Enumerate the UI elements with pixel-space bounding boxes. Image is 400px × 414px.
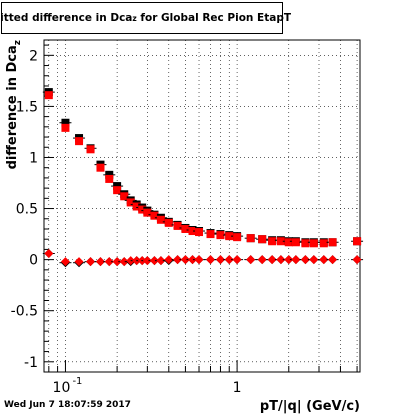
diamond-point-ref: [142, 256, 152, 266]
square-point-ref: [75, 137, 84, 146]
square-point-ref: [61, 123, 70, 132]
diamond-point-ref: [276, 255, 286, 265]
axis-ticks: [44, 44, 358, 373]
square-point-ref: [258, 235, 267, 244]
diamond-point-ref: [194, 255, 204, 265]
square-point-ref: [225, 232, 234, 241]
diamond-point-ref: [104, 257, 114, 267]
x-tick-label: 10: [53, 380, 71, 396]
grid: [44, 40, 360, 372]
diamond-point-ref: [309, 255, 319, 265]
square-point-ref: [206, 230, 215, 239]
y-axis-label: difference in Dcaz: [5, 40, 23, 169]
diamond-point-ref: [44, 249, 54, 259]
diamond-point-ref: [188, 255, 198, 265]
diamond-point-ref: [60, 257, 70, 267]
diamond-point-ref: [352, 255, 362, 265]
diamond-point-ref: [328, 255, 338, 265]
square-point-ref: [268, 237, 277, 246]
diamond-point-ref: [319, 255, 329, 265]
diamond-point-ref: [246, 255, 256, 265]
plot-frame: [43, 39, 361, 373]
diamond-point-ref: [224, 255, 234, 265]
square-point-ref: [353, 237, 362, 246]
square-point-ref: [96, 163, 105, 172]
diamond-point-ref: [95, 257, 105, 267]
square-point-ref: [276, 237, 285, 246]
square-point-ref: [216, 231, 225, 240]
y-axis-label-subscript: z: [13, 40, 23, 45]
square-point-ref: [132, 202, 141, 211]
square-point-ref: [284, 238, 293, 247]
square-point-ref: [319, 239, 328, 248]
diamond-point-ref: [149, 256, 159, 266]
diamond-point-ref: [173, 255, 183, 265]
square-point-main: [105, 170, 114, 179]
y-tick-label: 1: [29, 150, 38, 166]
y-tick-label: -1: [24, 355, 38, 371]
diamond-point-ref: [300, 255, 310, 265]
square-point-ref: [105, 174, 114, 183]
y-axis-label-main: difference in Dca: [5, 45, 20, 169]
square-point-ref: [126, 198, 135, 207]
square-point-ref: [113, 186, 122, 195]
y-tick-label: 2: [29, 48, 38, 64]
square-point-ref: [291, 238, 300, 247]
y-tick-label: 0.5: [16, 202, 38, 218]
square-point-ref: [86, 145, 95, 154]
data-points: [42, 88, 364, 268]
y-tick-label: -0.5: [11, 304, 38, 320]
chart-title-subscript: z: [132, 13, 137, 23]
square-point-ref: [120, 192, 129, 201]
diamond-point-ref: [74, 257, 84, 267]
square-point-ref: [188, 227, 197, 236]
diamond-point-ref: [164, 255, 174, 265]
square-point-ref: [328, 238, 337, 247]
diamond-point-ref: [119, 257, 129, 267]
diamond-point-ref: [206, 255, 216, 265]
diamond-point-ref: [86, 257, 96, 267]
diamond-point-ref: [291, 255, 301, 265]
diamond-point-ref: [284, 255, 294, 265]
square-point-main: [61, 118, 70, 127]
square-point-main: [113, 182, 122, 191]
chart-title: Fitted difference in Dca z for Global Rec…: [0, 2, 291, 34]
square-point-ref: [246, 234, 255, 243]
chart-title-main: Fitted difference in Dca: [0, 12, 133, 24]
diamond-point-ref: [257, 255, 267, 265]
square-point-ref: [233, 233, 242, 242]
square-point-ref: [181, 224, 190, 233]
square-point-ref: [143, 208, 152, 217]
timestamp-footer: Wed Jun 7 18:07:59 2017: [4, 400, 131, 410]
square-point-ref: [138, 205, 147, 214]
diamond-point-ref: [180, 255, 190, 265]
diamond-point-ref: [232, 255, 242, 265]
square-point-ref: [301, 239, 310, 248]
square-point-ref: [195, 228, 204, 237]
square-point-ref: [309, 239, 318, 248]
square-point-ref: [164, 218, 173, 227]
x-tick-label: 1: [233, 380, 242, 396]
diamond-point-ref: [112, 257, 122, 267]
y-tick-label: 0: [29, 253, 38, 269]
square-point-ref: [150, 211, 159, 220]
diamond-point-ref: [156, 256, 166, 266]
x-axis-label: pT/|q| (GeV/c): [260, 399, 360, 414]
diamond-point-ref: [215, 255, 225, 265]
square-point-ref: [156, 215, 165, 224]
diamond-point-ref: [267, 255, 277, 265]
square-point-ref: [173, 221, 182, 230]
chart-title-suffix: for Global Rec Pion EtapT: [136, 12, 292, 24]
square-point-ref: [44, 91, 53, 100]
y-tick-label: 1.5: [16, 99, 38, 115]
x-tick-label-exponent: -1: [72, 376, 82, 387]
